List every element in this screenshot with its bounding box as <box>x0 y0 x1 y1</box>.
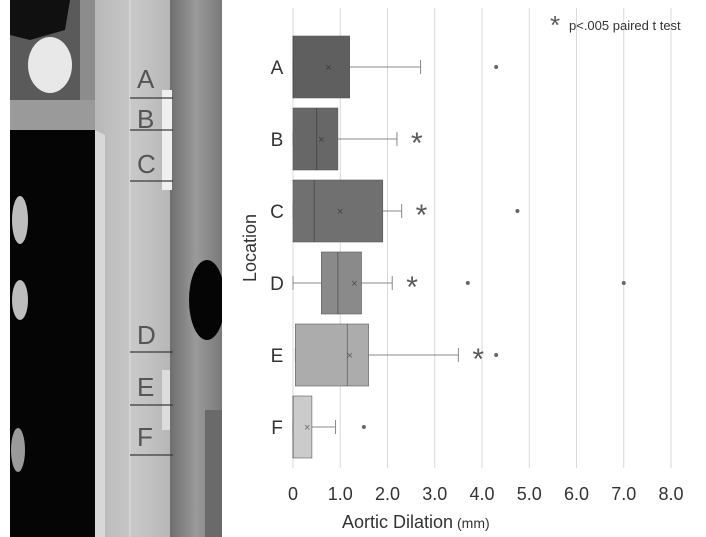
box-d: × * <box>292 251 626 315</box>
x-tick-label: 8.0 <box>658 484 683 504</box>
x-axis-label: Aortic Dilation <box>342 512 453 532</box>
x-tick-label: 3.0 <box>422 484 447 504</box>
ct-segment-label-c: C <box>137 149 156 179</box>
significance-marker: * <box>406 271 418 304</box>
significance-marker: * <box>411 127 423 160</box>
mean-marker: × <box>351 278 357 290</box>
outlier-point <box>515 209 520 213</box>
y-category-label: A <box>271 58 284 79</box>
ct-bright-vessel <box>28 37 72 93</box>
ct-lower-right-tissue <box>205 410 222 537</box>
y-category-label: E <box>271 346 284 367</box>
box-f: × <box>292 395 366 459</box>
ct-calcification-upper <box>162 90 172 190</box>
x-axis-unit: (mm) <box>457 515 490 531</box>
y-category-label: F <box>271 418 283 439</box>
x-tick-label: 0 <box>288 484 298 504</box>
ct-segment-label-a: A <box>137 64 155 94</box>
outlier-point <box>361 425 366 429</box>
significance-marker: * <box>416 199 428 232</box>
ct-scan-image: ABC DEF <box>10 0 222 537</box>
ct-calcification-lower <box>162 370 170 430</box>
box-series: ×× *× *× *× *× <box>292 35 626 459</box>
x-axis-ticks: 0 1.0 2.0 3.0 4.0 5.0 6.0 7.0 8.0 <box>288 484 684 504</box>
ct-segment-label-b: B <box>137 104 154 134</box>
y-axis-categories: A B C D E F <box>270 58 284 439</box>
ct-arch-band <box>10 100 105 130</box>
ct-segment-label-d: D <box>137 320 156 350</box>
legend: * p<.005 paired t test <box>550 10 681 40</box>
outlier-point <box>621 281 626 285</box>
x-tick-label: 7.0 <box>611 484 636 504</box>
y-category-label: C <box>270 202 284 223</box>
box-body <box>292 107 339 171</box>
ct-vertebra-2 <box>12 280 28 320</box>
outlier-point <box>494 65 499 69</box>
ct-lung-region <box>10 130 95 537</box>
ct-vertebra-3 <box>11 428 25 472</box>
x-tick-label: 2.0 <box>375 484 400 504</box>
x-tick-label: 5.0 <box>517 484 542 504</box>
box-body <box>292 179 384 243</box>
box-body <box>292 395 313 459</box>
mean-marker: × <box>325 62 331 74</box>
box-e: × * <box>294 323 499 387</box>
significance-marker: * <box>472 343 484 376</box>
x-tick-label: 1.0 <box>328 484 353 504</box>
ct-segment-label-e: E <box>137 372 154 402</box>
box-body <box>321 251 362 315</box>
ct-dark-pocket <box>189 260 222 340</box>
ct-upper-dark-region <box>10 0 70 40</box>
outlier-point <box>494 353 499 357</box>
ct-aorta-wall <box>95 130 105 537</box>
x-tick-label: 4.0 <box>469 484 494 504</box>
box-body <box>292 35 351 99</box>
mean-marker: × <box>304 422 310 434</box>
box-body <box>295 323 369 387</box>
box-a: × <box>292 35 499 99</box>
y-category-label: D <box>270 274 284 295</box>
outlier-point <box>465 281 470 285</box>
ct-aorta <box>95 0 175 537</box>
legend-symbol: * <box>550 10 560 40</box>
mean-marker: × <box>318 134 324 146</box>
legend-text: p<.005 paired t test <box>569 18 681 33</box>
box-c: × * <box>292 179 520 243</box>
y-category-label: B <box>271 130 284 151</box>
x-tick-label: 6.0 <box>564 484 589 504</box>
boxplot-chart: 0 1.0 2.0 3.0 4.0 5.0 6.0 7.0 8.0 ×× *× *× *× *× ABC… <box>240 8 684 532</box>
ct-segment-label-f: F <box>137 422 153 452</box>
mean-marker: × <box>337 206 343 218</box>
mean-marker: × <box>346 350 352 362</box>
box-b: × * <box>292 107 423 171</box>
y-axis-label: Location <box>240 214 260 282</box>
ct-vertebra-1 <box>12 196 28 244</box>
ct-segment-markers: ABC DEF <box>130 64 173 456</box>
